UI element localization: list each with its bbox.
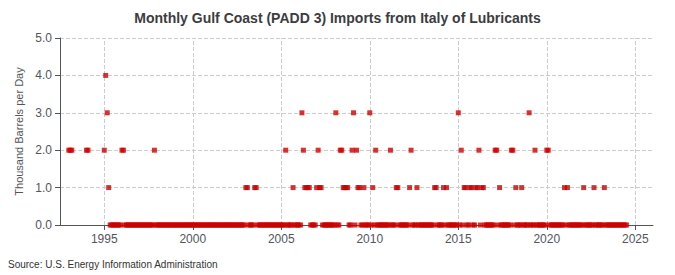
svg-text:3.0: 3.0: [35, 106, 52, 120]
svg-text:1.0: 1.0: [35, 181, 52, 195]
svg-text:2025: 2025: [622, 232, 649, 246]
svg-text:Thousand Barrels per Day: Thousand Barrels per Day: [13, 67, 25, 196]
svg-text:Monthly Gulf Coast (PADD 3) Im: Monthly Gulf Coast (PADD 3) Imports from…: [134, 10, 541, 26]
svg-text:4.0: 4.0: [35, 68, 52, 82]
svg-text:1995: 1995: [91, 232, 118, 246]
svg-text:2005: 2005: [268, 232, 295, 246]
svg-text:2.0: 2.0: [35, 143, 52, 157]
svg-text:2010: 2010: [356, 232, 383, 246]
svg-text:0.0: 0.0: [35, 218, 52, 232]
svg-text:Source: U.S. Energy Informatio: Source: U.S. Energy Information Administ…: [8, 259, 218, 270]
svg-text:5.0: 5.0: [35, 31, 52, 45]
svg-text:2015: 2015: [445, 232, 472, 246]
svg-text:2000: 2000: [179, 232, 206, 246]
svg-text:2020: 2020: [533, 232, 560, 246]
